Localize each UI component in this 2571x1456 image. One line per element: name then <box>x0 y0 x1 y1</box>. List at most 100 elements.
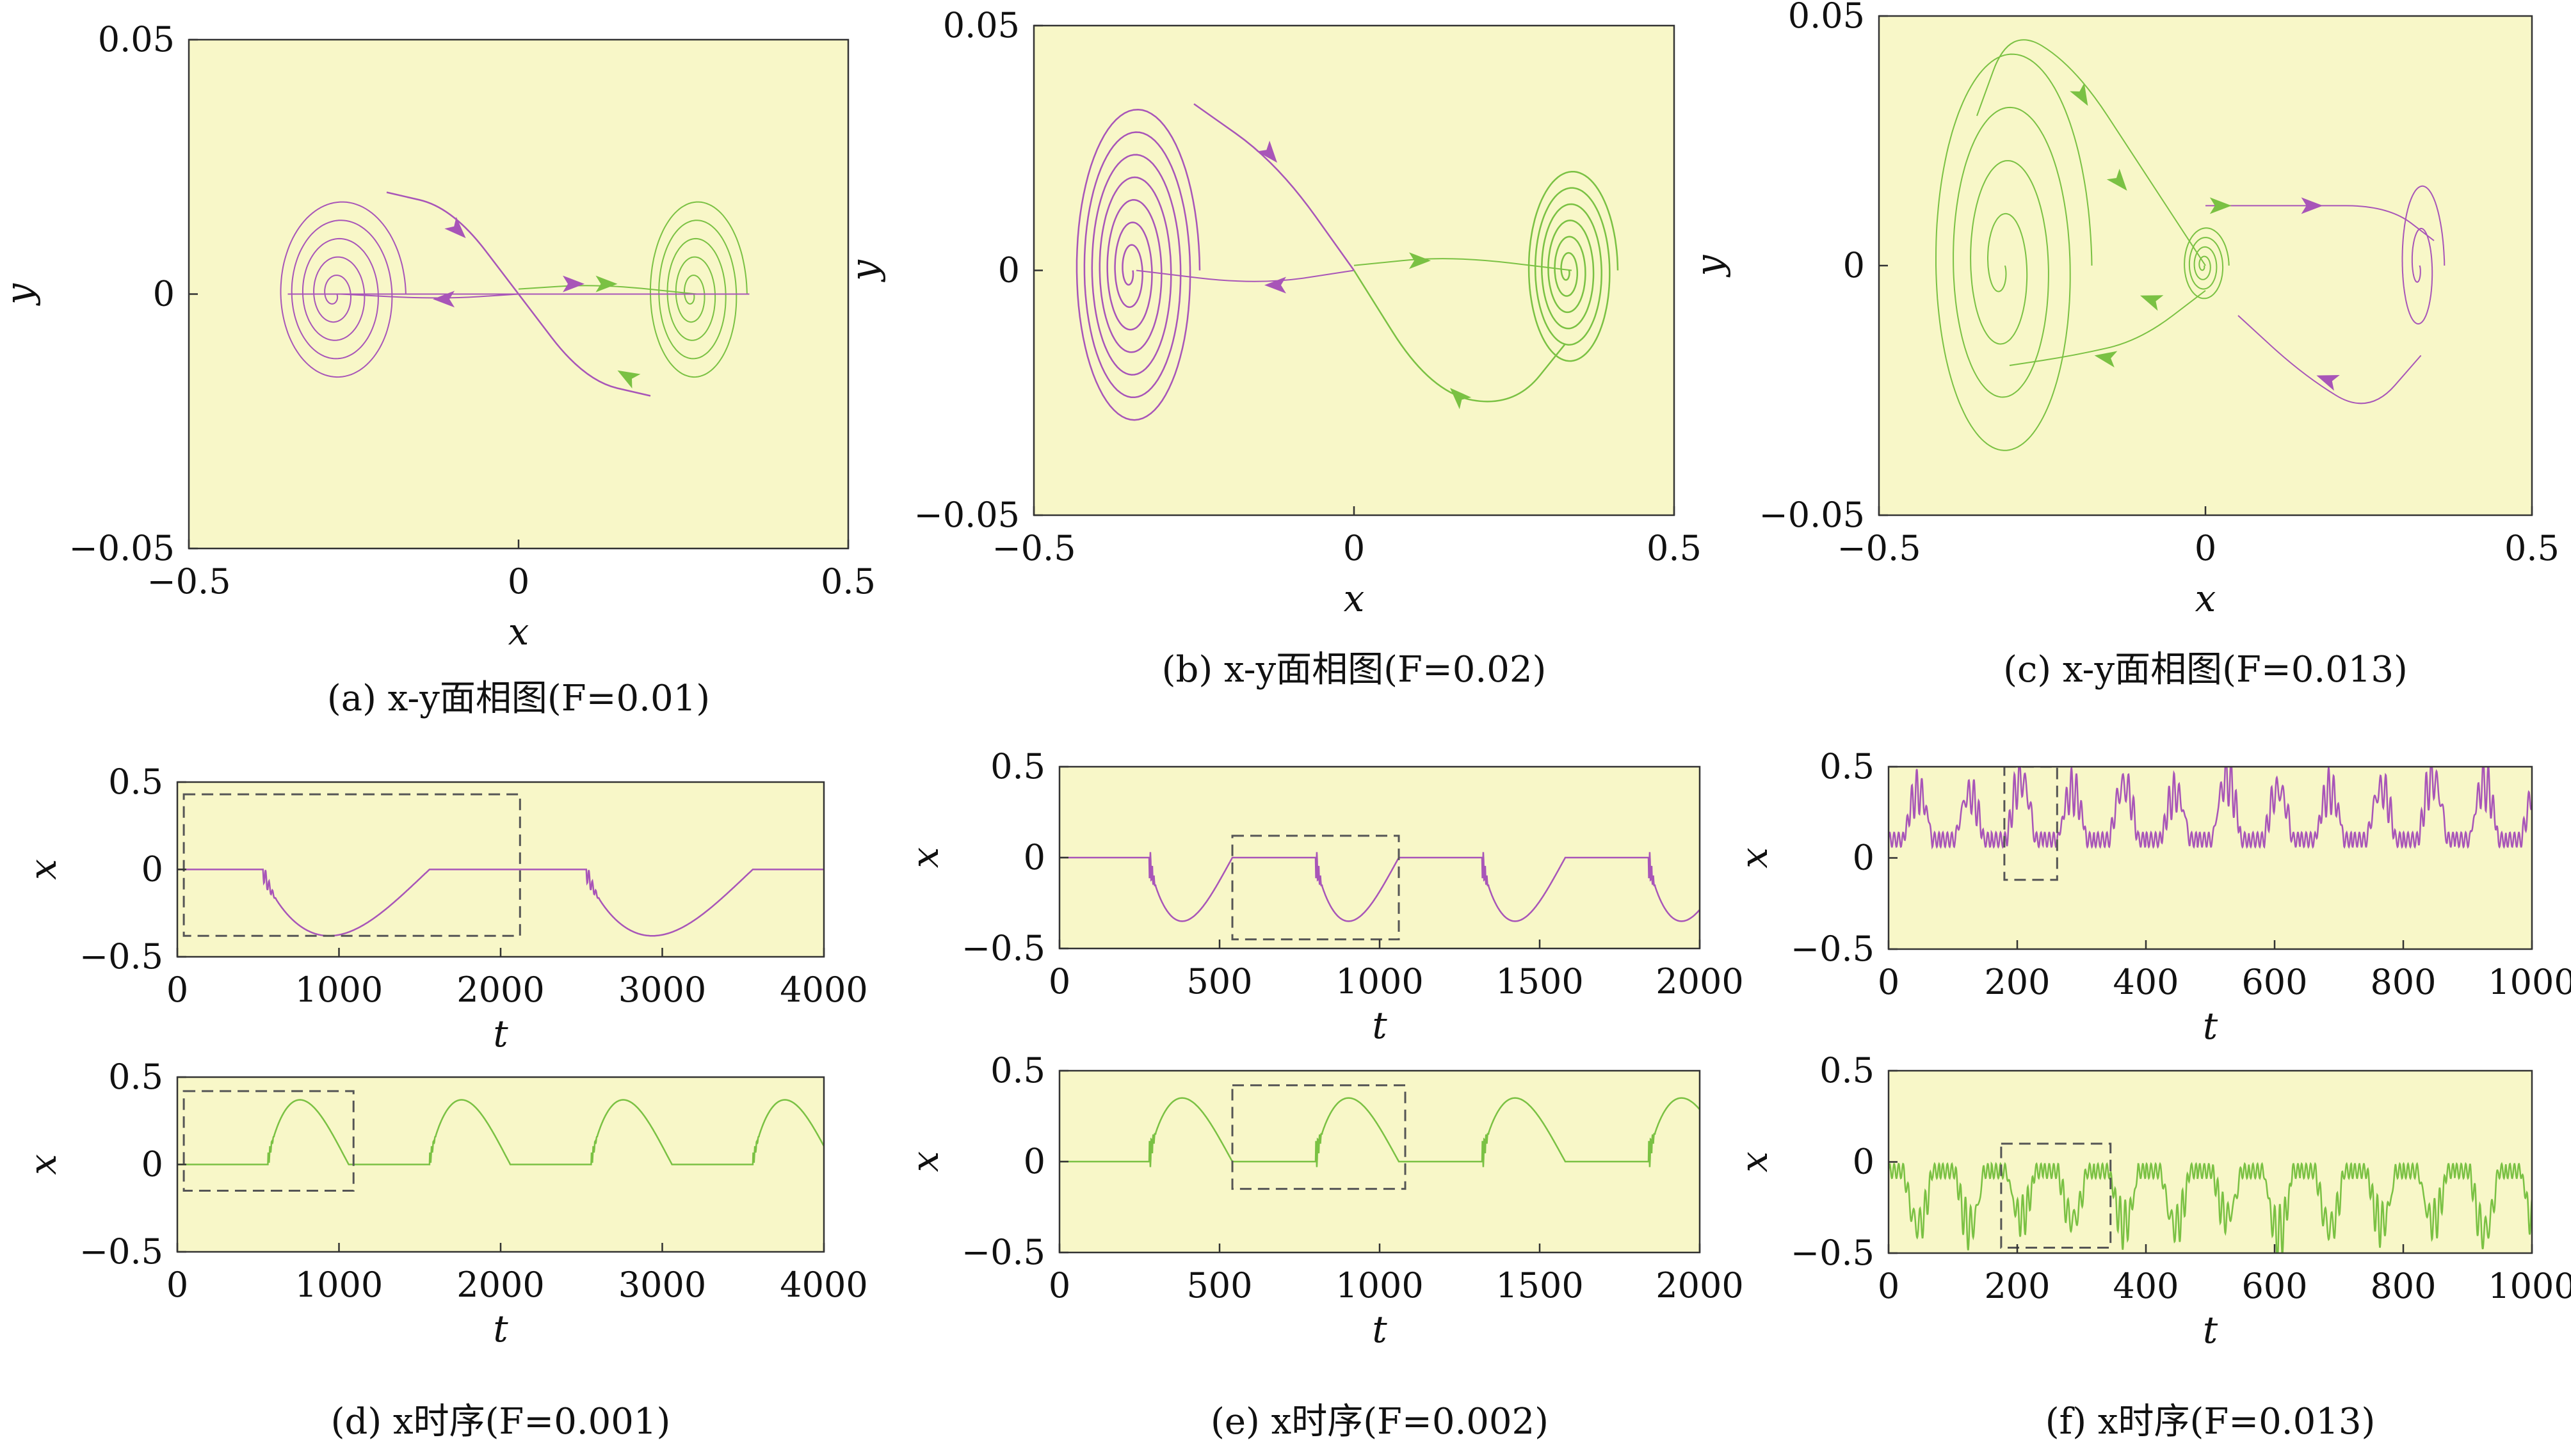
direction-arrow-3 <box>2140 295 2164 311</box>
x-axis-label: t <box>493 1012 508 1055</box>
zoom-box <box>2000 1142 2112 1249</box>
y-axis-label: x <box>21 859 65 880</box>
y-tick-label: 0 <box>1024 1141 1045 1181</box>
plot-content <box>1889 767 2532 881</box>
trajectory-1 <box>1976 39 2206 266</box>
x-tick-label: 0 <box>2195 528 2216 568</box>
plot-content <box>1076 103 1619 421</box>
zoom-box <box>182 1090 355 1192</box>
y-tick-label: −0.5 <box>962 928 1045 968</box>
x-axis-label: t <box>1372 1004 1387 1047</box>
y-tick-label: 0.05 <box>1788 0 1865 36</box>
direction-arrow-4 <box>617 370 641 389</box>
x-tick-label: 1000 <box>2488 1266 2571 1306</box>
zoom-box <box>2003 767 2058 881</box>
x-tick-label: 3000 <box>618 1265 706 1305</box>
trajectory-3 <box>1527 170 1619 362</box>
y-tick-label: −0.5 <box>962 1232 1045 1272</box>
y-tick-label: 0.5 <box>1819 1050 1874 1091</box>
trajectory-2 <box>1136 269 1355 282</box>
x-tick-label: 500 <box>1186 1265 1252 1306</box>
series-line <box>1060 1097 1700 1167</box>
y-tick-label: −0.05 <box>1759 495 1865 535</box>
trajectory-3 <box>2009 290 2206 366</box>
y-tick-label: 0.5 <box>990 746 1045 787</box>
y-tick-label: −0.5 <box>79 1231 163 1272</box>
x-tick-label: 1500 <box>1495 961 1583 1002</box>
x-axis-label: t <box>493 1307 508 1350</box>
x-tick-label: 1000 <box>295 970 383 1010</box>
direction-arrow-2 <box>2209 197 2232 214</box>
x-tick-label: 1000 <box>295 1265 383 1305</box>
plot-area <box>1889 767 2532 949</box>
x-tick-label: 400 <box>2113 1266 2179 1306</box>
x-tick-label: 600 <box>2241 962 2307 1002</box>
plot-content <box>1060 1084 1700 1190</box>
x-tick-label: 400 <box>2113 962 2179 1002</box>
y-tick-label: 0 <box>998 250 1020 291</box>
plot-content <box>177 793 824 937</box>
y-tick-label: −0.05 <box>914 495 1020 535</box>
trajectory-4 <box>1353 269 1566 403</box>
zoom-box <box>1231 1084 1406 1190</box>
y-tick-label: −0.05 <box>69 528 175 568</box>
x-tick-label: 2000 <box>456 1265 544 1305</box>
y-axis-label: x <box>1732 1151 1776 1172</box>
x-tick-label: 4000 <box>780 1265 867 1305</box>
x-tick-label: −0.5 <box>1837 528 1921 568</box>
plot-content <box>177 1090 824 1192</box>
x-tick-label: 0 <box>1878 1266 1899 1306</box>
trajectory-0 <box>1935 53 2093 451</box>
direction-arrow-1 <box>2106 168 2127 191</box>
x-axis-label: t <box>2203 1004 2218 1048</box>
x-tick-label: 4000 <box>780 970 867 1010</box>
x-tick-label: 2000 <box>1656 961 1743 1002</box>
y-tick-label: 0 <box>141 849 163 890</box>
direction-arrow-3 <box>595 275 618 292</box>
x-tick-label: 1000 <box>1335 961 1423 1002</box>
y-tick-label: 0 <box>1843 245 1865 285</box>
series-line <box>1889 767 2532 850</box>
x-tick-label: 200 <box>1984 962 2050 1002</box>
series-line <box>1889 1161 2532 1253</box>
x-tick-label: 0 <box>1049 961 1070 1002</box>
y-tick-label: 0.5 <box>1819 746 1874 787</box>
x-axis-label: x <box>1344 577 1365 620</box>
y-tick-label: 0.05 <box>98 19 175 60</box>
plot-content <box>280 191 750 397</box>
trajectory-1 <box>1193 103 1355 271</box>
trajectory-2 <box>2184 227 2230 300</box>
y-axis-label: y <box>0 283 41 307</box>
x-tick-label: 0 <box>1049 1265 1070 1306</box>
panel-caption: (e) x时序(F=0.002) <box>1211 1401 1549 1443</box>
y-axis-label: y <box>1688 254 1731 278</box>
direction-arrow-4 <box>2094 351 2118 368</box>
x-tick-label: 200 <box>1984 1266 2050 1306</box>
panel-c: −0.5 0 0.5 0.05 0 −0.05 x y (c) x-y面相图(F=0.013) <box>1688 0 2559 691</box>
panel-caption: (a) x-y面相图(F=0.01) <box>327 678 710 719</box>
plot-content <box>1935 39 2446 451</box>
panel-a: −0.5 0 0.5 0.05 0 −0.05 x y (a) x-y面相图(F=0.01) <box>0 19 876 719</box>
x-tick-label: 1000 <box>1335 1265 1423 1306</box>
x-tick-label: 0 <box>508 561 529 602</box>
x-tick-label: 0.5 <box>2504 528 2559 568</box>
y-tick-label: −0.5 <box>79 936 163 977</box>
series-line <box>1060 852 1700 922</box>
x-tick-label: 0 <box>166 970 188 1010</box>
plot-content <box>1889 1142 2532 1253</box>
trajectory-1 <box>386 191 651 397</box>
series-line <box>177 1099 824 1165</box>
y-tick-label: 0 <box>141 1144 163 1185</box>
y-tick-label: −0.5 <box>1791 929 1874 969</box>
x-axis-label: x <box>508 610 529 653</box>
panel-caption: (c) x-y面相图(F=0.013) <box>2003 649 2408 691</box>
x-tick-label: 0 <box>166 1265 188 1305</box>
plot-area <box>1889 1071 2532 1253</box>
x-tick-label: 800 <box>2370 962 2436 1002</box>
panel-caption: (d) x时序(F=0.001) <box>331 1401 671 1443</box>
y-tick-label: 0 <box>153 274 175 314</box>
x-tick-label: 0 <box>1878 962 1899 1002</box>
x-tick-label: −0.5 <box>147 561 230 602</box>
direction-arrow-0 <box>444 216 466 239</box>
